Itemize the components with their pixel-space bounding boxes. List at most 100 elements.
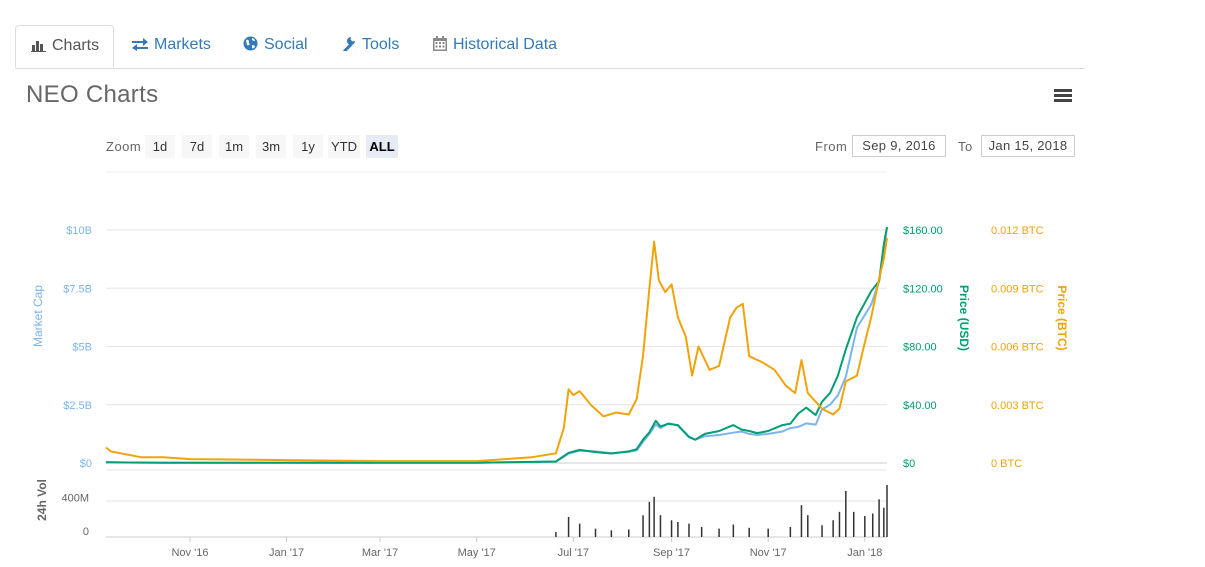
tab-label: Charts xyxy=(52,37,100,54)
volume-bar xyxy=(688,523,690,537)
volume-bar xyxy=(653,496,655,537)
volume-bar xyxy=(578,523,581,537)
x-tick-label: Nov '16 xyxy=(171,547,208,559)
to-date-input[interactable]: Jan 15, 2018 xyxy=(981,135,1075,157)
zoom-all-button[interactable]: ALL xyxy=(366,135,398,158)
price-usd-tick-label: $120.00 xyxy=(903,283,943,295)
tab-label: Markets xyxy=(154,36,211,53)
zoom-7d-button[interactable]: 7d xyxy=(182,135,212,158)
price-usd-tick-label: $160.00 xyxy=(903,225,943,237)
tab-charts[interactable]: Charts xyxy=(15,25,114,68)
axis-titles: Market Cap Price (USD) Price (BTC) 24h Vol xyxy=(31,285,1069,521)
tab-label: Social xyxy=(264,36,308,53)
gridlines xyxy=(106,171,887,538)
volume-bar xyxy=(878,499,880,537)
zoom-ytd-button[interactable]: YTD xyxy=(328,135,360,158)
volume-bar xyxy=(789,526,792,537)
price-usd-axis: $0 $40.00 $80.00 $120.00 $160.00 xyxy=(903,225,943,470)
price-usd-tick-label: $80.00 xyxy=(903,342,937,354)
price-usd-tick-label: $0 xyxy=(903,458,915,470)
price-btc-tick-label: 0.009 BTC xyxy=(991,283,1044,295)
x-tick-label: Jan '17 xyxy=(269,547,304,559)
volume-bar xyxy=(832,520,834,537)
volume-bar xyxy=(670,520,673,537)
price-btc-line xyxy=(105,237,888,463)
zoom-1m-button[interactable]: 1m xyxy=(219,135,249,158)
volume-bar xyxy=(732,524,735,537)
from-date-input[interactable]: Sep 9, 2016 xyxy=(852,135,946,157)
price-usd-axis-title: Price (USD) xyxy=(957,285,971,351)
market-cap-axis-title: Market Cap xyxy=(31,285,45,347)
zoom-1y-button[interactable]: 1y xyxy=(293,135,323,158)
volume-tick-label: 400M xyxy=(61,493,89,505)
volume-bar xyxy=(864,516,866,537)
price-btc-axis-title: Price (BTC) xyxy=(1055,285,1069,350)
tab-label: Tools xyxy=(362,36,400,53)
price-usd-tick-label: $40.00 xyxy=(903,400,937,412)
volume-bar xyxy=(852,511,855,537)
price-btc-tick-label: 0 BTC xyxy=(991,458,1022,470)
tab-label: Historical Data xyxy=(453,36,558,53)
x-tick-label: May '17 xyxy=(458,547,496,559)
volume-bar xyxy=(748,527,750,537)
x-tick-label: Jan '18 xyxy=(847,547,882,559)
price-btc-tick-label: 0.006 BTC xyxy=(991,342,1044,354)
volume-tick-label: 0 xyxy=(83,526,89,538)
volume-bar xyxy=(610,530,613,537)
volume-bar xyxy=(648,501,651,537)
x-axis: Nov '16 Jan '17 Mar '17 May '17 Jul '17 Sep '… xyxy=(171,537,882,559)
volume-bar xyxy=(838,511,841,537)
market-cap-tick-label: $7.5B xyxy=(63,283,92,295)
volume-bar xyxy=(642,515,644,537)
volume-bar xyxy=(871,513,874,537)
volume-bars xyxy=(555,485,888,537)
volume-bar xyxy=(883,507,885,537)
volume-axis: 400M 0 xyxy=(61,493,89,539)
x-tick-label: Mar '17 xyxy=(362,547,398,559)
volume-bar xyxy=(767,528,769,537)
tab-tools[interactable]: Tools xyxy=(341,25,399,68)
bar-chart-icon xyxy=(31,39,46,57)
tab-social[interactable]: Social xyxy=(243,25,308,68)
x-tick-label: Nov '17 xyxy=(750,547,787,559)
chart-menu-icon[interactable] xyxy=(1054,89,1072,103)
globe-icon xyxy=(243,36,258,56)
volume-axis-title: 24h Vol xyxy=(35,479,49,521)
volume-bar xyxy=(677,521,679,537)
price-btc-tick-label: 0.003 BTC xyxy=(991,400,1044,412)
volume-bar xyxy=(594,528,597,537)
price-btc-tick-label: 0.012 BTC xyxy=(991,225,1044,237)
market-cap-tick-label: $10B xyxy=(66,225,92,237)
wrench-icon xyxy=(341,36,356,56)
market-cap-tick-label: $5B xyxy=(72,342,92,354)
tab-bar: Charts Markets Social Tools Historical D… xyxy=(15,0,1085,69)
volume-bar xyxy=(718,528,720,537)
volume-bar xyxy=(659,515,662,537)
zoom-1d-button[interactable]: 1d xyxy=(145,135,175,158)
x-tick-label: Jul '17 xyxy=(558,547,589,559)
zoom-3m-button[interactable]: 3m xyxy=(256,135,286,158)
x-tick-label: Sep '17 xyxy=(653,547,690,559)
calendar-icon xyxy=(433,36,447,56)
tab-historical-data[interactable]: Historical Data xyxy=(433,25,557,68)
volume-bar xyxy=(700,526,703,537)
from-label: From xyxy=(815,139,848,154)
volume-bar xyxy=(628,529,630,537)
volume-bar xyxy=(555,531,557,537)
market-cap-tick-label: $0 xyxy=(80,458,92,470)
volume-bar xyxy=(807,515,809,537)
volume-bar xyxy=(567,516,570,537)
exchange-icon xyxy=(132,38,148,56)
volume-bar xyxy=(800,505,803,537)
volume-bar xyxy=(821,525,823,537)
tab-markets[interactable]: Markets xyxy=(132,25,211,68)
to-label: To xyxy=(958,139,973,154)
price-btc-axis: 0 BTC 0.003 BTC 0.006 BTC 0.009 BTC 0.012 BT… xyxy=(991,225,1044,470)
series-lines xyxy=(105,226,888,464)
market-cap-axis: $0 $2.5B $5B $7.5B $10B xyxy=(63,225,92,470)
market-cap-line xyxy=(105,227,888,464)
page-title: NEO Charts xyxy=(26,81,159,108)
market-cap-tick-label: $2.5B xyxy=(63,400,92,412)
volume-bar xyxy=(845,490,847,537)
